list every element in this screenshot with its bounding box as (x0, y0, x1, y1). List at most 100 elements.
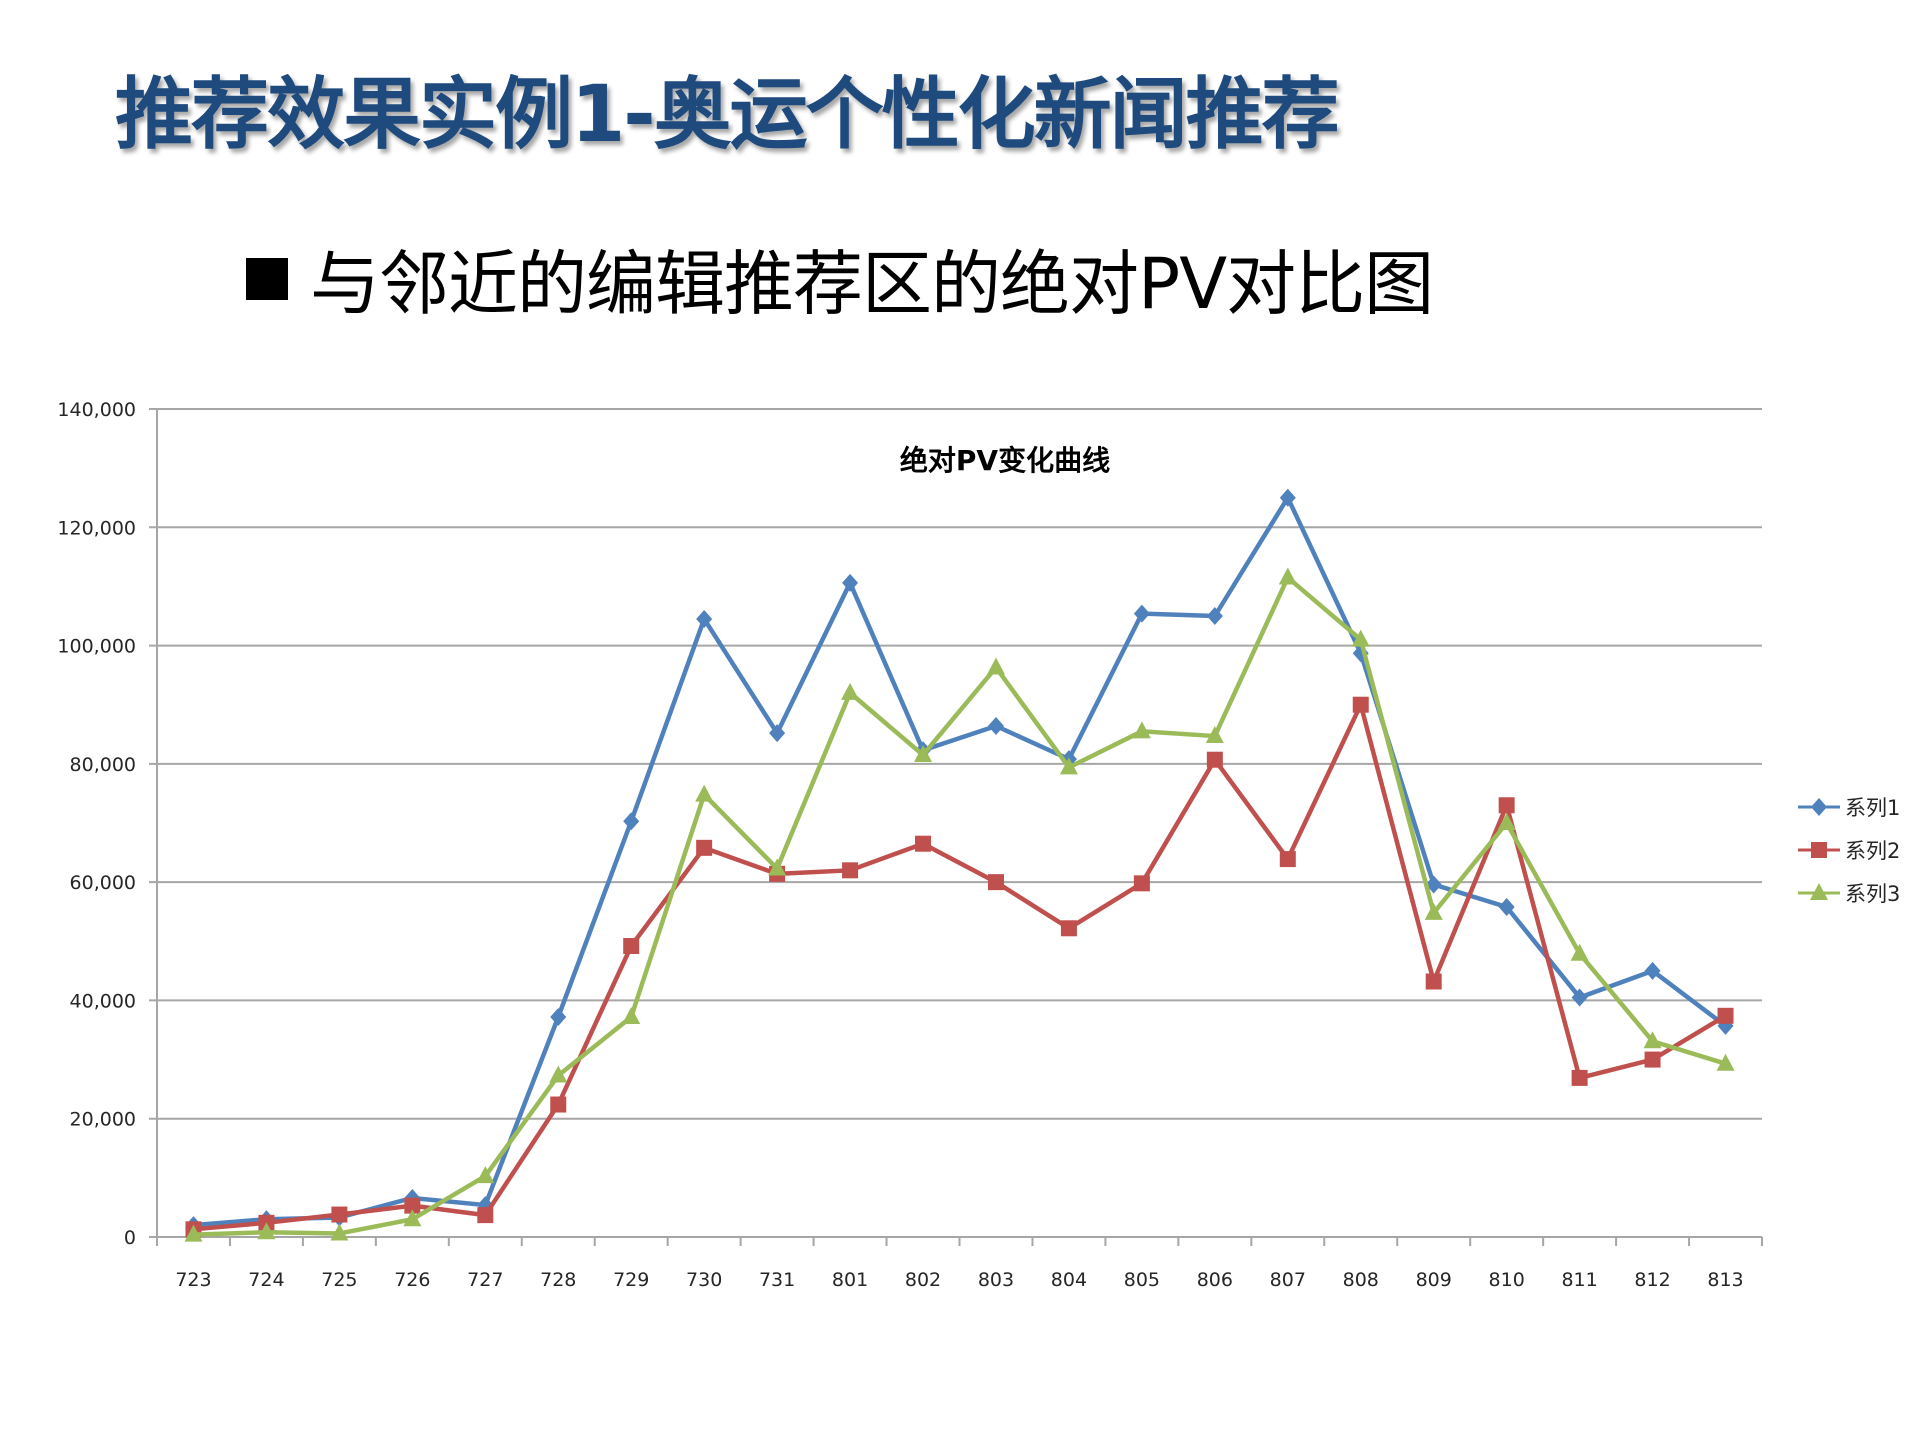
square-marker-icon (915, 835, 932, 852)
triangle-marker-icon (549, 1065, 568, 1083)
square-marker-icon (842, 862, 859, 879)
legend-item-1: 系列1 (1798, 796, 1900, 820)
legend-label: 系列1 (1845, 796, 1900, 820)
triangle-marker-icon (1810, 883, 1828, 900)
square-marker-icon (1279, 851, 1296, 868)
y-tick-label: 120,000 (57, 517, 136, 539)
diamond-marker-icon (1206, 607, 1223, 625)
diamond-marker-icon (550, 1007, 567, 1026)
square-marker-icon (331, 1206, 348, 1223)
square-marker-icon (1206, 751, 1223, 768)
diamond-marker-icon (1279, 488, 1296, 507)
x-tick-label: 730 (686, 1269, 722, 1291)
diamond-marker-icon (1133, 604, 1150, 623)
square-marker-icon (1060, 920, 1077, 937)
x-tick-label: 806 (1197, 1269, 1233, 1291)
x-tick-label: 724 (248, 1269, 284, 1291)
triangle-marker-icon (1424, 902, 1443, 920)
triangle-marker-icon (476, 1166, 495, 1184)
square-marker-icon (623, 938, 640, 955)
diamond-marker-icon (1571, 988, 1588, 1007)
diamond-marker-icon (987, 717, 1004, 736)
chart-legend: 系列1 系列2 系列3 (1798, 796, 1900, 906)
triangle-marker-icon (1570, 943, 1589, 961)
triangle-marker-icon (1132, 721, 1151, 739)
square-marker-icon (1811, 842, 1827, 858)
diamond-marker-icon (1644, 961, 1661, 980)
y-tick-label: 80,000 (70, 754, 136, 776)
triangle-marker-icon (403, 1209, 422, 1227)
diamond-marker-icon (1425, 875, 1442, 894)
triangle-marker-icon (1205, 726, 1224, 744)
x-tick-label: 804 (1051, 1269, 1087, 1291)
x-axis: 723 724 725 726 727 728 729 730 731 801 802 803 804 8… (156, 1237, 1763, 1291)
square-marker-icon (550, 1096, 567, 1113)
x-tick-label: 807 (1270, 1269, 1306, 1291)
triangle-marker-icon (257, 1222, 276, 1240)
series-line (193, 702, 1727, 1232)
x-tick-label: 725 (321, 1269, 357, 1291)
square-bullet-icon (246, 257, 288, 300)
triangle-marker-icon (1278, 567, 1297, 585)
triangle-marker-icon (1351, 629, 1370, 647)
triangle-marker-icon (622, 1006, 641, 1024)
y-tick-label: 60,000 (70, 872, 136, 894)
triangle-marker-icon (1716, 1053, 1735, 1071)
x-tick-label: 731 (759, 1269, 795, 1291)
y-tick-label: 0 (124, 1227, 136, 1249)
triangle-marker-icon (184, 1224, 203, 1242)
square-marker-icon (404, 1197, 421, 1214)
y-axis: 0 20,000 40,000 60,000 80,000 100,000 120,000 1… (57, 399, 158, 1249)
square-marker-icon (1425, 973, 1442, 990)
triangle-marker-icon (695, 784, 714, 802)
x-tick-label: 811 (1561, 1269, 1597, 1291)
x-tick-label: 726 (394, 1269, 430, 1291)
legend-item-2: 系列2 (1798, 839, 1900, 863)
x-tick-label: 727 (467, 1269, 503, 1291)
diamond-marker-icon (696, 609, 713, 628)
y-tick-label: 40,000 (70, 990, 136, 1012)
diamond-marker-icon (769, 724, 786, 743)
square-marker-icon (1498, 797, 1515, 814)
x-tick-label: 809 (1416, 1269, 1452, 1291)
data-series (184, 488, 1735, 1242)
square-marker-icon (696, 839, 713, 856)
x-tick-label: 803 (978, 1269, 1014, 1291)
triangle-marker-icon (1497, 813, 1516, 830)
y-tick-label: 100,000 (57, 636, 136, 658)
slide-title: 推荐效果实例1-奥运个性化新闻推荐 (115, 70, 1340, 160)
bullet-text: 与邻近的编辑推荐区的绝对PV对比图 (310, 243, 1434, 325)
triangle-marker-icon (841, 682, 860, 700)
y-tick-label: 20,000 (70, 1109, 136, 1131)
legend-item-3: 系列3 (1798, 882, 1900, 906)
square-marker-icon (1571, 1069, 1588, 1086)
x-tick-label: 723 (175, 1269, 211, 1291)
x-tick-label: 810 (1489, 1269, 1525, 1291)
x-tick-label: 728 (540, 1269, 576, 1291)
series-2 (185, 696, 1734, 1238)
x-tick-label: 801 (832, 1269, 868, 1291)
square-marker-icon (987, 874, 1004, 891)
y-tick-label: 140,000 (57, 399, 136, 421)
square-marker-icon (477, 1207, 494, 1224)
x-tick-label: 802 (905, 1269, 941, 1291)
triangle-marker-icon (1059, 757, 1078, 775)
square-marker-icon (1352, 696, 1369, 713)
diamond-marker-icon (623, 812, 640, 831)
series-3 (184, 567, 1735, 1242)
x-tick-label: 813 (1707, 1269, 1743, 1291)
square-marker-icon (1133, 875, 1150, 892)
triangle-marker-icon (768, 858, 787, 876)
gridlines (149, 408, 1762, 1238)
x-tick-label: 812 (1634, 1269, 1670, 1291)
bullet-point: 与邻近的编辑推荐区的绝对PV对比图 (246, 228, 1434, 329)
triangle-marker-icon (986, 657, 1005, 675)
chart-title: 绝对PV变化曲线 (900, 444, 1110, 477)
diamond-marker-icon (842, 573, 859, 592)
square-marker-icon (1717, 1007, 1734, 1024)
diamond-marker-icon (1498, 897, 1515, 916)
series-line (193, 575, 1727, 1237)
x-tick-label: 808 (1343, 1269, 1379, 1291)
triangle-marker-icon (330, 1223, 349, 1241)
